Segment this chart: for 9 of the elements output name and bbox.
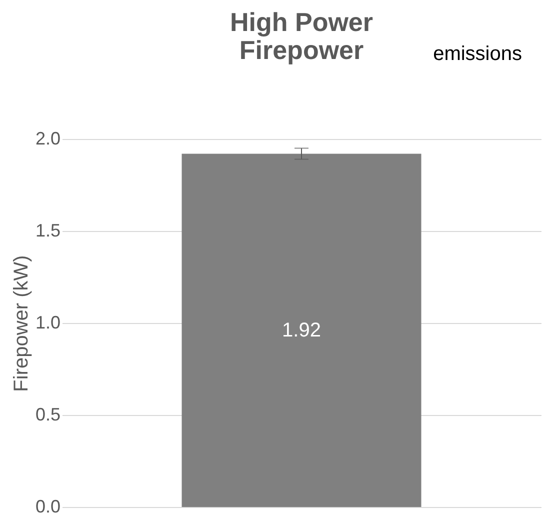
y-tick-label: 1.5: [35, 220, 60, 240]
y-axis-title: Firepower (kW): [10, 255, 32, 392]
text: emissions: [433, 43, 522, 65]
y-tick-label: 0.0: [35, 496, 60, 516]
y-tick-label: 0.5: [35, 404, 60, 424]
y-tick-label: 2.0: [35, 128, 60, 148]
y-tick-label: 1.0: [35, 312, 60, 332]
chart-title: High Power Firepower: [230, 7, 374, 65]
data-label: 1.92: [282, 319, 321, 342]
